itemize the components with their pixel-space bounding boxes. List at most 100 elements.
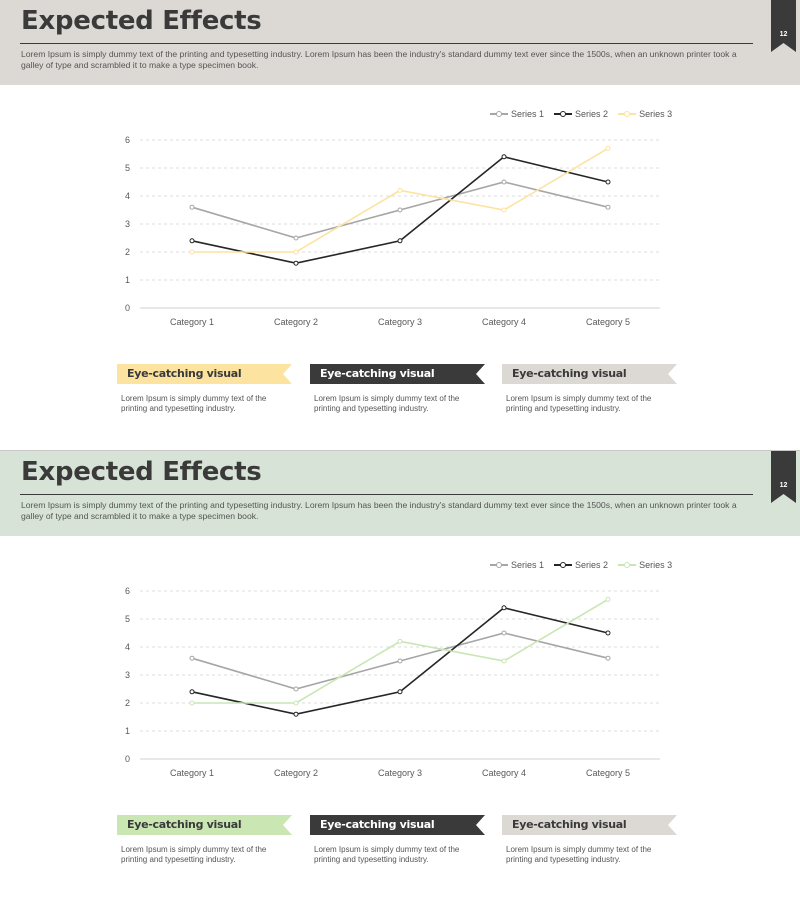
callout-banner: Eye-catching visual	[502, 364, 677, 384]
data-point	[293, 235, 299, 241]
data-point	[189, 204, 195, 210]
chart-legend: Series 1 Series 2 Series 3	[490, 108, 672, 120]
x-tick-label: Category 5	[586, 317, 630, 327]
legend-item-series-2: Series 2	[554, 108, 608, 120]
callout-label: Eye-catching visual	[127, 818, 242, 831]
x-tick-label: Category 5	[586, 768, 630, 778]
x-tick-label: Category 4	[482, 768, 526, 778]
y-tick-label: 6	[125, 135, 130, 145]
data-point	[189, 249, 195, 255]
x-tick-label: Category 1	[170, 768, 214, 778]
legend-swatch	[490, 562, 508, 568]
callout-1: Eye-catching visual Lorem Ipsum is simpl…	[117, 364, 292, 414]
callout-label: Eye-catching visual	[512, 818, 627, 831]
callout-text: Lorem Ipsum is simply dummy text of the …	[506, 394, 652, 413]
y-tick-label: 3	[125, 219, 130, 229]
callout-text: Lorem Ipsum is simply dummy text of the …	[121, 845, 267, 864]
legend-label: Series 1	[511, 560, 545, 570]
y-tick-label: 0	[125, 754, 130, 764]
data-point	[605, 179, 611, 185]
y-tick-label: 1	[125, 726, 130, 736]
line-chart: 0 1 2 3 4 5 6 Category 1 Category 2 Category 3 Cat…	[110, 100, 690, 340]
data-point	[501, 154, 507, 160]
callout-text: Lorem Ipsum is simply dummy text of the …	[121, 394, 267, 413]
page-subtitle: Lorem Ipsum is simply dummy text of the …	[21, 49, 737, 70]
callout-banner: Eye-catching visual	[117, 364, 292, 384]
page-number: 12	[779, 31, 788, 38]
x-tick-label: Category 3	[378, 317, 422, 327]
callout-text: Lorem Ipsum is simply dummy text of the …	[506, 845, 652, 864]
callout-banner: Eye-catching visual	[502, 815, 677, 835]
y-tick-label: 6	[125, 586, 130, 596]
data-point	[605, 145, 611, 151]
callout-3: Eye-catching visual Lorem Ipsum is simpl…	[502, 815, 677, 865]
data-point	[293, 700, 299, 706]
data-point	[189, 655, 195, 661]
callout-banner: Eye-catching visual	[310, 364, 485, 384]
data-point	[397, 207, 403, 213]
legend-swatch	[554, 562, 573, 568]
slide-2: Expected Effects Lorem Ipsum is simply d…	[0, 450, 800, 900]
data-point	[501, 605, 507, 611]
callout-2: Eye-catching visual Lorem Ipsum is simpl…	[310, 364, 485, 414]
callout-banner: Eye-catching visual	[117, 815, 292, 835]
slide-1: Expected Effects Lorem Ipsum is simply d…	[0, 0, 800, 450]
y-tick-label: 4	[125, 191, 130, 201]
callout-label: Eye-catching visual	[127, 367, 242, 380]
legend-swatch	[554, 111, 573, 117]
data-point	[293, 711, 299, 717]
data-point	[605, 630, 611, 636]
data-point	[397, 238, 403, 244]
data-point	[397, 689, 403, 695]
x-tick-label: Category 1	[170, 317, 214, 327]
page-title: Expected Effects	[21, 6, 262, 36]
data-point	[397, 638, 403, 644]
data-point	[189, 238, 195, 244]
data-point	[293, 686, 299, 692]
y-tick-label: 3	[125, 670, 130, 680]
page-title: Expected Effects	[21, 457, 262, 487]
page-number: 12	[779, 482, 788, 489]
y-tick-label: 1	[125, 275, 130, 285]
y-tick-label: 4	[125, 642, 130, 652]
callout-text: Lorem Ipsum is simply dummy text of the …	[314, 394, 460, 413]
y-tick-label: 2	[125, 247, 130, 257]
y-tick-label: 5	[125, 614, 130, 624]
y-tick-label: 2	[125, 698, 130, 708]
slide-header: Expected Effects Lorem Ipsum is simply d…	[0, 0, 800, 85]
line-chart: 0 1 2 3 4 5 6 Category 1 Category 2 Category 3 Cat…	[110, 551, 690, 791]
legend-label: Series 2	[575, 560, 609, 570]
callout-text: Lorem Ipsum is simply dummy text of the …	[314, 845, 460, 864]
legend-label: Series 1	[511, 109, 545, 119]
legend-label: Series 3	[639, 560, 673, 570]
legend-item-series-1: Series 1	[490, 108, 544, 120]
callout-label: Eye-catching visual	[320, 818, 435, 831]
data-point	[501, 658, 507, 664]
callout-banner: Eye-catching visual	[310, 815, 485, 835]
legend-item-series-3: Series 3	[618, 559, 672, 571]
data-point	[293, 249, 299, 255]
chart-legend: Series 1 Series 2 Series 3	[490, 559, 672, 571]
data-point	[397, 187, 403, 193]
x-tick-label: Category 2	[274, 317, 318, 327]
x-tick-label: Category 2	[274, 768, 318, 778]
callout-2: Eye-catching visual Lorem Ipsum is simpl…	[310, 815, 485, 865]
legend-label: Series 3	[639, 109, 673, 119]
y-tick-label: 5	[125, 163, 130, 173]
title-divider	[20, 494, 753, 495]
page-subtitle: Lorem Ipsum is simply dummy text of the …	[21, 500, 737, 521]
callout-label: Eye-catching visual	[320, 367, 435, 380]
legend-swatch	[618, 562, 637, 568]
bookmark-icon: 12	[771, 0, 796, 52]
data-point	[501, 630, 507, 636]
legend-swatch	[490, 111, 508, 117]
series-line-3	[192, 598, 609, 704]
data-point	[189, 700, 195, 706]
legend-swatch	[618, 111, 637, 117]
data-point	[501, 207, 507, 213]
data-point	[397, 658, 403, 664]
callout-1: Eye-catching visual Lorem Ipsum is simpl…	[117, 815, 292, 865]
title-divider	[20, 43, 753, 44]
callout-3: Eye-catching visual Lorem Ipsum is simpl…	[502, 364, 677, 414]
data-point	[501, 179, 507, 185]
